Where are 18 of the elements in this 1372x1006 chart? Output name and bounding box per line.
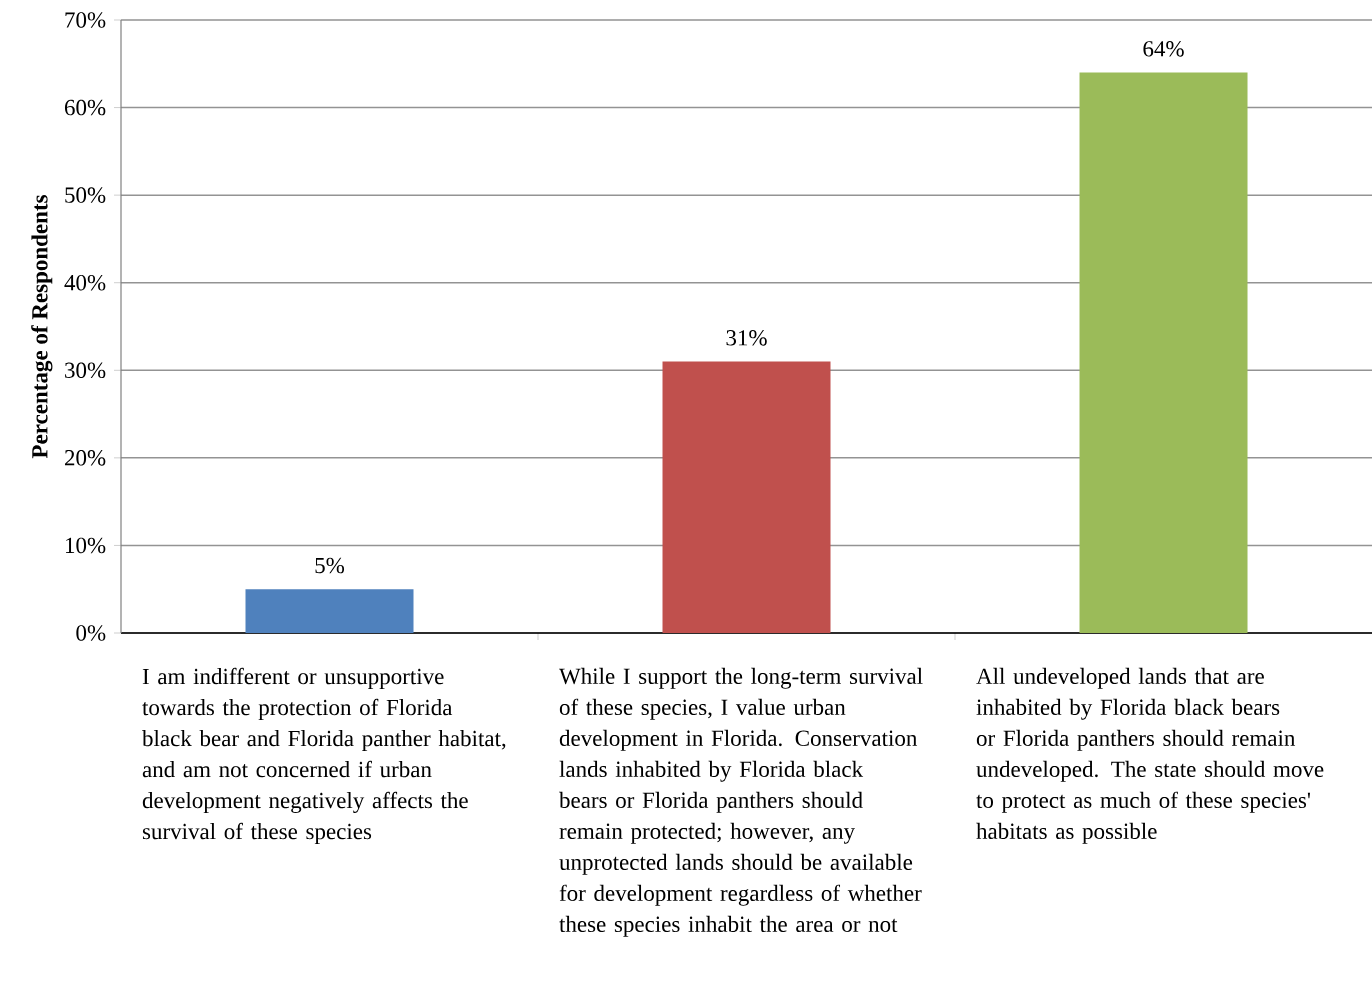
data-label: 5% <box>315 557 345 574</box>
y-tick-label: 30% <box>65 362 106 379</box>
y-axis-title: Percentage of Respondents <box>31 195 53 459</box>
data-label: 31% <box>726 330 767 346</box>
bar <box>245 589 414 633</box>
y-tick-label: 0% <box>76 625 106 641</box>
y-tick-label: 60% <box>64 99 106 116</box>
y-tick-label: 50% <box>65 187 106 203</box>
bar <box>662 361 831 633</box>
x-tick-label: All undeveloped lands that are inhabited by Florida black bears or Florida panthers should remain undeveloped. The state should move to protect as much of these species' habitats as possible <box>976 667 1324 844</box>
data-label: 64% <box>1143 41 1184 57</box>
y-tick-label: 40% <box>64 274 106 291</box>
x-tick-label: I am indifferent or unsupportive towards the protection of Florida black bear and Florida panther habitat, and am not concerned if urban development negatively affects the survival of these species <box>142 667 506 844</box>
category-label: While I support the long-term survival of these species, I value urban development in Florida. Conservation lands inhabited by Florida black bears or Florida panthers should remain protected; however, any unprotected lands should be available for development regardless of whether these species inhabit the area or not <box>559 667 923 937</box>
y-tick-label: 10% <box>65 537 106 554</box>
bar <box>1079 72 1248 633</box>
y-tick-label: 20% <box>64 450 106 466</box>
y-tick-label: 70% <box>65 12 106 28</box>
